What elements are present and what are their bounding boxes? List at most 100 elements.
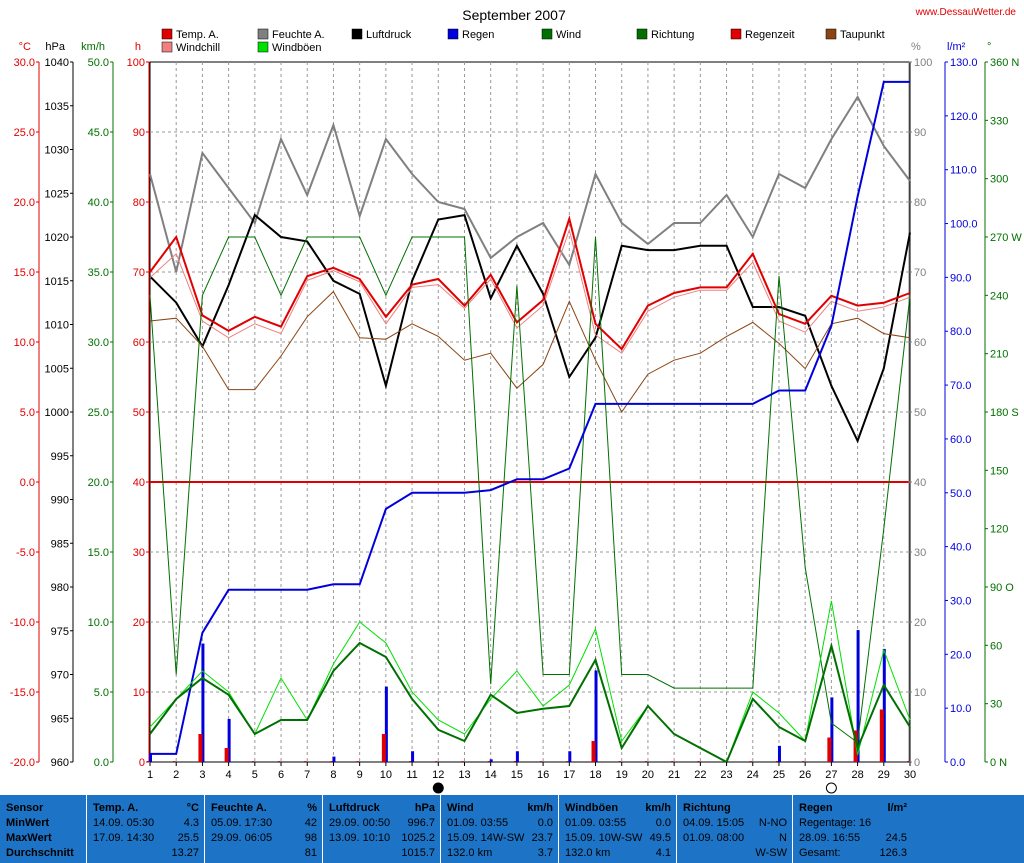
axis-units: °C hPa km/h h% l/m² ° [19, 41, 992, 53]
rain-time-bar [147, 761, 149, 762]
axis-label-direction: 330 [990, 115, 1008, 127]
summary-cell-value: 98 [304, 832, 317, 844]
rain-time-bar [802, 761, 805, 762]
legend-label: Regenzeit [745, 29, 795, 41]
rain-bar [489, 759, 493, 762]
legend-swatch [257, 28, 269, 40]
axis-label-temp: -5.0 [16, 547, 35, 559]
axis-label-pressure: 980 [51, 582, 69, 594]
axis-label-direction: 0 N [990, 757, 1007, 769]
legend-label: Wind [556, 29, 581, 41]
x-tick-label: 13 [458, 769, 470, 781]
x-tick-label: 30 [904, 769, 916, 781]
rain-time-bar [749, 761, 752, 762]
rain-bar [777, 745, 781, 762]
summary-column: Luftdruck hPa 29.09. 00:50 996.7 13.09. 10:1… [322, 795, 441, 863]
rain-bar [830, 697, 834, 762]
weather-chart: September 2007 www.DessauWetter.de Temp.… [10, 7, 1022, 794]
summary-column-title: Luftdruck [329, 802, 380, 814]
summary-cell-value: 126.3 [879, 847, 907, 859]
summary-column-title: Feuchte A. [211, 802, 267, 814]
axis-label-wind: 45.0 [88, 127, 109, 139]
axis-label-rain: 10.0 [950, 703, 971, 715]
rain-time-bar [487, 761, 490, 762]
rain-bar [515, 751, 519, 762]
axis-label-rain: 0.0 [950, 757, 965, 769]
axis-label-pressure: 1010 [45, 320, 69, 332]
axis-label-direction: 300 [990, 174, 1008, 186]
rain-time-bar [879, 709, 884, 762]
axis-label-pressure: 965 [51, 713, 69, 725]
x-tick-label: 15 [511, 769, 523, 781]
axis-label-temp: -20.0 [10, 757, 35, 769]
moon-full-icon [825, 782, 837, 794]
axis-label-direction: 180 S [990, 407, 1019, 419]
axis-label-rain: 70.0 [950, 380, 971, 392]
axis-label-rain: 50.0 [950, 488, 971, 500]
axis-label-hours: 20 [133, 617, 145, 629]
rain-bar [856, 630, 860, 762]
axis-unit-pressure: hPa [45, 41, 65, 53]
summary-cell-time: 15.09. 14W-SW [447, 832, 525, 844]
x-tick-label: 26 [799, 769, 811, 781]
axis-label-hours: 80 [133, 197, 145, 209]
x-axis: 1 2 3 4 5 6 7 8 9 10 11 12 13 14 15 16 17 18 19 20 21 22 23 24 2… [147, 762, 916, 781]
axis-label-pressure: 1020 [45, 232, 69, 244]
axis-label-rain: 110.0 [950, 165, 977, 177]
axis-label-direction: 240 [990, 290, 1008, 302]
summary-cell-time: 29.09. 00:50 [329, 817, 391, 829]
legend: Temp. A.Windchill Feuchte A.Windböen Luftd… [161, 28, 885, 54]
axis-label-temp: 25.0 [14, 127, 35, 139]
site-link[interactable]: www.DessauWetter.de [915, 7, 1017, 18]
x-tick-label: 20 [642, 769, 654, 781]
summary-cell-value: 0.0 [655, 817, 671, 829]
summary-column-title: Windböen [565, 802, 619, 814]
bars [147, 630, 909, 762]
summary-cell-value: 13.27 [171, 847, 199, 859]
moon-new-icon [432, 782, 444, 794]
axis-label-direction: 270 W [990, 232, 1022, 244]
summary-row-label: Sensor [6, 802, 44, 814]
axis-label-direction: 210 [990, 349, 1008, 361]
axis-label-rain: 80.0 [950, 326, 971, 338]
axis-label-rain: 40.0 [950, 542, 971, 554]
rain-bar [201, 643, 205, 762]
series-wind [149, 641, 911, 764]
summary-cell-time: 15.09. 10W-SW [565, 832, 643, 844]
summary-cell-value: 4.1 [655, 847, 671, 859]
axis-label-humidity: 70 [914, 267, 926, 279]
axis-label-pressure: 975 [51, 626, 69, 638]
summary-column: Windböen km/h 01.09. 03:55 0.0 15.09. 10W-SW… [558, 795, 677, 863]
summary-cell-time: 05.09. 17:30 [211, 817, 273, 829]
rain-time-bar [198, 734, 203, 762]
axis-label-wind: 10.0 [88, 617, 109, 629]
rain-time-bar [671, 761, 674, 762]
series-feuchte-a [149, 95, 911, 273]
axis-label-humidity: 80 [914, 197, 926, 209]
rain-time-bar [304, 761, 307, 762]
legend-swatch [351, 28, 363, 40]
rain-time-bar [907, 761, 909, 762]
axis-label-temp: 0.0 [20, 477, 35, 489]
x-tick-label: 16 [537, 769, 549, 781]
summary-column-unit: °C [186, 802, 199, 814]
summary-cell-value: 23.7 [531, 832, 553, 844]
axis-label-rain: 90.0 [950, 272, 971, 284]
summary-column: Wind km/h 01.09. 03:55 0.0 15.09. 14W-SW 23.7… [440, 795, 559, 863]
x-tick-label: 10 [380, 769, 392, 781]
summary-cell-value: 42 [304, 817, 317, 829]
legend-label: Temp. A. [176, 29, 219, 41]
rain-bar [594, 670, 598, 762]
axis-label-hours: 10 [133, 687, 145, 699]
rain-time-bar [644, 761, 647, 762]
rain-bar [384, 686, 388, 762]
legend-swatch [161, 28, 173, 40]
axis-label-hours: 90 [133, 127, 145, 139]
summary-cell-time: Gesamt: [799, 847, 841, 859]
rain-time-bar [853, 730, 858, 762]
legend-swatch [161, 41, 173, 53]
axis-label-pressure: 985 [51, 538, 69, 550]
axis-label-wind: 15.0 [88, 547, 109, 559]
x-tick-label: 2 [173, 769, 179, 781]
axis-label-hours: 60 [133, 337, 145, 349]
